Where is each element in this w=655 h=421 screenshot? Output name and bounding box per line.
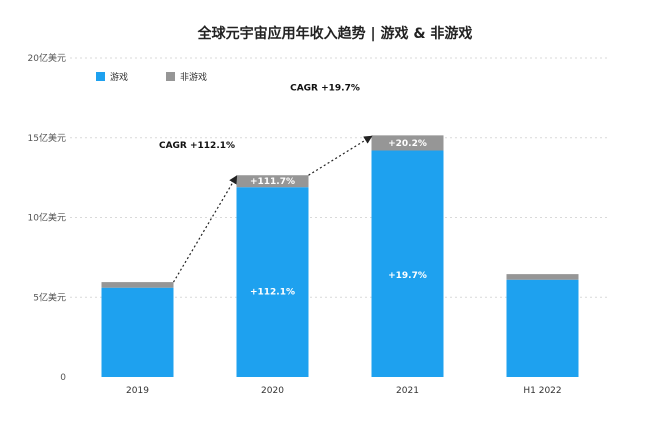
x-tick-label: 2019 (126, 386, 149, 396)
x-tick-label: H1 2022 (523, 386, 561, 396)
bar-segment (371, 150, 444, 377)
y-tick-label: 20亿美元 (28, 52, 66, 64)
segment-label: +112.1% (250, 288, 295, 298)
cagr-arrow (172, 175, 238, 283)
cagr-annotations: CAGR +112.1% CAGR +19.7% (159, 83, 373, 283)
y-tick-label: 5亿美元 (33, 291, 66, 303)
x-tick-label: 2021 (396, 386, 419, 396)
bar-segment (101, 287, 174, 377)
cagr-label: CAGR +19.7% (290, 83, 360, 93)
grid (70, 57, 610, 298)
legend: 游戏 非游戏 (96, 71, 207, 83)
y-tick-label: 15亿美元 (28, 132, 66, 144)
chart-title: 全球元宇宙应用年收入趋势 | 游戏 & 非游戏 (197, 25, 473, 42)
legend-label: 非游戏 (180, 71, 207, 83)
bar-segment (371, 135, 444, 151)
bar-segment (506, 279, 579, 377)
cagr-arrow (308, 135, 373, 176)
segment-label: +19.7% (388, 271, 427, 281)
cagr-label: CAGR +112.1% (159, 141, 235, 151)
legend-label: 游戏 (110, 71, 128, 83)
segment-label: +20.2% (388, 139, 427, 149)
y-tick-label: 0 (60, 373, 66, 383)
y-tick-label: 10亿美元 (28, 212, 66, 224)
x-tick-label: 2020 (261, 386, 284, 396)
bar-segment (236, 187, 309, 377)
segment-label: +111.7% (250, 177, 295, 187)
legend-swatch (96, 72, 105, 81)
bar-segment (236, 175, 309, 188)
x-axis-ticks: 2019 2020 2021 H1 2022 (126, 386, 562, 396)
bars: +112.1% +111.7% +19.7% +20.2% (101, 135, 579, 377)
y-axis-ticks: 0 5亿美元 10亿美元 15亿美元 20亿美元 (28, 52, 67, 383)
bar-segment (506, 274, 579, 280)
legend-swatch (166, 72, 175, 81)
bar-segment (101, 282, 174, 288)
